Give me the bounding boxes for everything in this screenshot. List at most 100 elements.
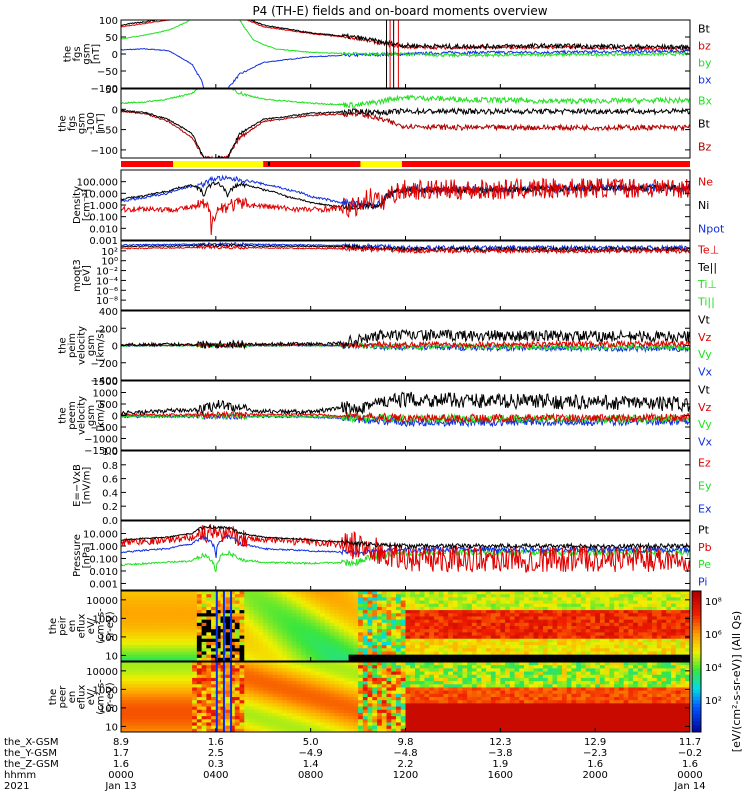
heatmap-cell — [144, 610, 150, 614]
heatmap-cell — [543, 591, 549, 595]
heatmap-cell — [182, 651, 188, 656]
heatmap-cell — [372, 657, 378, 661]
heatmap-cell — [253, 591, 259, 595]
heatmap-cell — [177, 677, 184, 682]
y-tick-label: 1.000 — [89, 542, 118, 553]
heatmap-cell — [457, 654, 463, 659]
heatmap-cell — [367, 662, 373, 666]
heatmap-cell — [552, 709, 558, 714]
heatmap-cell — [595, 603, 601, 608]
heatmap-cell — [339, 684, 345, 688]
heatmap-cell — [571, 613, 577, 617]
heatmap-cell — [211, 665, 217, 669]
heatmap-cell — [471, 665, 478, 669]
heatmap-cell — [196, 693, 203, 698]
heatmap-cell — [609, 651, 615, 656]
heatmap-cell — [410, 610, 416, 614]
heatmap-cell — [552, 700, 558, 704]
heatmap-cell — [230, 677, 236, 682]
heatmap-cell — [514, 638, 520, 643]
heatmap-cell — [661, 654, 667, 659]
heatmap-cell — [310, 684, 316, 688]
heatmap-cell — [528, 638, 534, 643]
heatmap-cell — [410, 665, 416, 669]
heatmap-cell — [362, 613, 368, 617]
heatmap-cell — [528, 668, 534, 672]
heatmap-cell — [291, 606, 297, 611]
heatmap-cell — [500, 657, 506, 661]
heatmap-cell — [438, 606, 444, 611]
heatmap-cell — [258, 632, 264, 636]
heatmap-cell — [244, 610, 250, 614]
heatmap-cell — [339, 641, 345, 646]
heatmap-cell — [267, 610, 274, 614]
heatmap-cell — [339, 687, 345, 692]
heatmap-cell — [225, 645, 231, 649]
heatmap-cell — [467, 665, 473, 669]
heatmap-cell — [315, 668, 321, 672]
heatmap-cell — [163, 712, 169, 717]
heatmap-cell — [286, 645, 293, 649]
heatmap-cell — [230, 603, 236, 608]
heatmap-cell — [400, 648, 406, 652]
y-tick-label: 0.001 — [89, 236, 118, 247]
heatmap-cell — [614, 651, 620, 656]
heatmap-cell — [334, 651, 340, 656]
heatmap-cell — [234, 629, 240, 633]
heatmap-cell — [239, 674, 245, 679]
heatmap-cell — [334, 693, 340, 698]
heatmap-cell — [505, 603, 511, 608]
heatmap-cell — [249, 681, 255, 685]
heatmap-cell — [249, 597, 255, 601]
heatmap-cell — [130, 665, 136, 669]
heatmap-cell — [528, 716, 534, 720]
heatmap-cell — [367, 725, 373, 730]
heatmap-cell — [253, 716, 259, 720]
heatmap-cell — [571, 648, 577, 652]
heatmap-cell — [424, 638, 430, 643]
heatmap-cell — [272, 600, 278, 605]
heatmap-cell — [505, 641, 511, 646]
heatmap-cell — [192, 671, 198, 676]
heatmap-cell — [628, 657, 634, 661]
heatmap-cell — [125, 594, 131, 598]
heatmap-cell — [566, 654, 572, 659]
heatmap-cell — [282, 671, 288, 676]
heatmap-cell — [614, 616, 620, 621]
heatmap-cell — [258, 606, 264, 611]
heatmap-cell — [661, 600, 667, 605]
heatmap-cell — [661, 591, 667, 595]
heatmap-cell — [566, 648, 572, 652]
heatmap-cell — [429, 600, 435, 605]
heatmap-cell — [486, 632, 492, 636]
heatmap-cell — [339, 722, 345, 727]
heatmap-cell — [163, 665, 169, 669]
heatmap-cell — [267, 716, 274, 720]
heatmap-cell — [571, 641, 577, 646]
heatmap-cell — [348, 662, 354, 666]
heatmap-cell — [135, 610, 141, 614]
heatmap-cell — [486, 700, 492, 704]
heatmap-cell — [286, 657, 293, 661]
heatmap-cell — [467, 591, 473, 595]
heatmap-cell — [234, 712, 240, 717]
heatmap-cell — [234, 687, 240, 692]
heatmap-cell — [201, 706, 207, 711]
heatmap-cell — [182, 622, 188, 627]
heatmap-cell — [429, 654, 435, 659]
heatmap-cell — [249, 722, 255, 727]
heatmap-cell — [353, 648, 359, 652]
heatmap-cell — [685, 626, 690, 630]
heatmap-cell — [244, 600, 250, 605]
heatmap-cell — [386, 635, 392, 640]
heatmap-cell — [547, 706, 553, 711]
heatmap-cell — [609, 622, 615, 627]
heatmap-cell — [443, 629, 449, 633]
heatmap-cell — [135, 671, 141, 676]
heatmap-cell — [509, 725, 515, 730]
heatmap-cell — [177, 690, 184, 695]
heatmap-cell — [358, 674, 364, 679]
heatmap-cell — [467, 622, 473, 627]
heatmap-cell — [377, 728, 383, 732]
heatmap-cell — [433, 629, 440, 633]
